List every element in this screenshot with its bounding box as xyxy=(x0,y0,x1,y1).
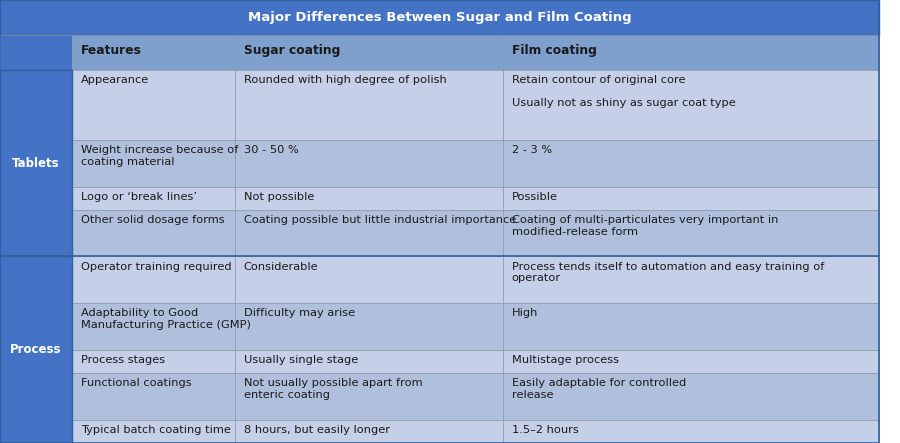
Bar xyxy=(72,420,235,443)
Bar xyxy=(0,256,72,443)
Bar xyxy=(503,187,879,210)
Text: Usually single stage: Usually single stage xyxy=(244,355,358,365)
Text: Coating possible but little industrial importance: Coating possible but little industrial i… xyxy=(244,215,516,225)
Bar xyxy=(0,35,72,70)
Text: Rounded with high degree of polish: Rounded with high degree of polish xyxy=(244,75,446,85)
Text: Features: Features xyxy=(81,44,142,57)
Text: Appearance: Appearance xyxy=(81,75,149,85)
Bar xyxy=(0,70,72,140)
Text: Process: Process xyxy=(10,343,62,356)
Bar xyxy=(0,140,72,187)
Text: 8 hours, but easily longer: 8 hours, but easily longer xyxy=(244,425,390,435)
Text: Coating of multi-particulates very important in
modified-release form: Coating of multi-particulates very impor… xyxy=(512,215,778,237)
Bar xyxy=(72,256,235,303)
Bar xyxy=(0,373,72,420)
Text: Adaptability to Good
Manufacturing Practice (GMP): Adaptability to Good Manufacturing Pract… xyxy=(81,308,251,330)
Bar xyxy=(0,210,72,256)
Text: Not possible: Not possible xyxy=(244,192,314,202)
Bar xyxy=(235,70,503,140)
Text: 1.5–2 hours: 1.5–2 hours xyxy=(512,425,579,435)
Text: 30 - 50 %: 30 - 50 % xyxy=(244,145,298,155)
Bar xyxy=(235,140,503,187)
Bar xyxy=(72,35,235,70)
Text: Logo or ‘break lines’: Logo or ‘break lines’ xyxy=(81,192,197,202)
Text: Retain contour of original core

Usually not as shiny as sugar coat type: Retain contour of original core Usually … xyxy=(512,75,735,109)
Text: High: High xyxy=(512,308,538,319)
Text: Multistage process: Multistage process xyxy=(512,355,618,365)
Text: Major Differences Between Sugar and Film Coating: Major Differences Between Sugar and Film… xyxy=(248,11,632,24)
Bar xyxy=(72,303,235,350)
Bar xyxy=(235,350,503,373)
Bar xyxy=(503,35,879,70)
Bar xyxy=(72,350,235,373)
Bar xyxy=(235,210,503,256)
Bar xyxy=(235,187,503,210)
Bar xyxy=(0,420,72,443)
Text: Typical batch coating time: Typical batch coating time xyxy=(81,425,230,435)
Bar xyxy=(0,256,72,303)
Bar xyxy=(503,70,879,140)
Text: Difficulty may arise: Difficulty may arise xyxy=(244,308,355,319)
Bar xyxy=(235,420,503,443)
Bar xyxy=(503,373,879,420)
Text: Possible: Possible xyxy=(512,192,558,202)
Text: Operator training required: Operator training required xyxy=(81,262,231,272)
Text: Considerable: Considerable xyxy=(244,262,319,272)
Text: Functional coatings: Functional coatings xyxy=(81,378,192,389)
Bar xyxy=(0,187,72,210)
Bar xyxy=(503,303,879,350)
Text: Tablets: Tablets xyxy=(13,157,60,170)
Text: Film coating: Film coating xyxy=(512,44,597,57)
Bar xyxy=(72,210,235,256)
Text: Easily adaptable for controlled
release: Easily adaptable for controlled release xyxy=(512,378,686,400)
Bar xyxy=(503,420,879,443)
Text: Not usually possible apart from
enteric coating: Not usually possible apart from enteric … xyxy=(244,378,422,400)
Bar xyxy=(72,187,235,210)
Bar xyxy=(503,256,879,303)
Text: Sugar coating: Sugar coating xyxy=(244,44,340,57)
Text: Weight increase because of
coating material: Weight increase because of coating mater… xyxy=(81,145,239,167)
Text: Other solid dosage forms: Other solid dosage forms xyxy=(81,215,224,225)
Text: Process stages: Process stages xyxy=(81,355,165,365)
Bar xyxy=(235,35,503,70)
Text: Process tends itself to automation and easy training of
operator: Process tends itself to automation and e… xyxy=(512,262,824,284)
Bar xyxy=(72,373,235,420)
Bar xyxy=(72,140,235,187)
Bar xyxy=(503,140,879,187)
Bar xyxy=(503,350,879,373)
Bar xyxy=(72,70,235,140)
Bar xyxy=(0,0,879,35)
Text: 2 - 3 %: 2 - 3 % xyxy=(512,145,552,155)
Bar xyxy=(503,210,879,256)
Bar xyxy=(235,373,503,420)
Bar xyxy=(0,70,72,256)
Bar xyxy=(0,303,72,350)
Bar xyxy=(0,350,72,373)
Bar xyxy=(235,256,503,303)
Bar xyxy=(235,303,503,350)
